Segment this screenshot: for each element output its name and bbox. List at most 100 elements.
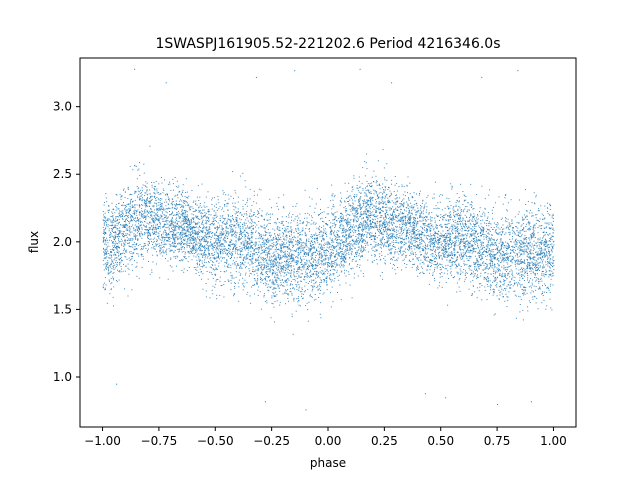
data-point bbox=[289, 272, 291, 274]
data-point bbox=[390, 208, 392, 210]
data-point bbox=[434, 246, 436, 247]
data-point bbox=[178, 251, 180, 253]
data-point bbox=[380, 217, 382, 218]
data-point bbox=[406, 201, 408, 203]
data-point bbox=[368, 232, 370, 234]
data-point bbox=[266, 280, 268, 282]
data-point bbox=[448, 208, 449, 210]
data-point bbox=[521, 284, 523, 286]
data-point bbox=[254, 270, 256, 272]
data-point bbox=[268, 290, 270, 292]
data-point bbox=[417, 223, 419, 225]
data-point bbox=[444, 241, 446, 243]
data-point bbox=[334, 217, 336, 219]
data-point bbox=[353, 219, 355, 221]
data-point bbox=[458, 263, 460, 265]
data-point bbox=[502, 243, 504, 245]
data-point bbox=[227, 218, 229, 220]
data-point bbox=[338, 279, 340, 281]
data-point bbox=[366, 223, 368, 225]
data-point bbox=[464, 246, 465, 248]
data-point bbox=[533, 258, 535, 260]
data-point bbox=[366, 228, 368, 230]
data-point bbox=[524, 245, 526, 247]
data-point bbox=[238, 239, 240, 241]
data-point bbox=[249, 259, 251, 261]
data-point bbox=[545, 252, 547, 254]
data-point bbox=[404, 263, 406, 264]
data-point bbox=[125, 265, 127, 267]
data-point bbox=[540, 252, 542, 254]
data-point bbox=[129, 208, 131, 210]
data-point bbox=[133, 230, 135, 232]
data-point bbox=[505, 246, 507, 248]
data-point bbox=[269, 287, 271, 289]
data-point bbox=[270, 255, 272, 257]
data-point bbox=[374, 218, 376, 220]
data-point bbox=[462, 245, 464, 247]
data-point bbox=[518, 222, 520, 224]
data-point bbox=[489, 259, 491, 261]
data-point bbox=[464, 220, 466, 222]
data-point bbox=[325, 254, 327, 256]
data-point bbox=[163, 209, 165, 211]
data-point bbox=[137, 217, 138, 219]
data-point bbox=[450, 243, 452, 245]
data-point bbox=[159, 245, 161, 247]
data-point bbox=[469, 269, 471, 271]
data-point bbox=[485, 236, 487, 238]
data-point bbox=[248, 238, 250, 240]
data-point bbox=[351, 235, 352, 237]
data-point bbox=[155, 231, 157, 233]
data-point bbox=[501, 248, 502, 250]
data-point bbox=[413, 231, 415, 233]
data-point bbox=[115, 257, 117, 259]
data-point bbox=[524, 237, 526, 239]
data-point bbox=[357, 238, 359, 239]
data-point bbox=[282, 250, 284, 252]
data-point bbox=[489, 280, 491, 282]
data-point bbox=[358, 233, 359, 235]
data-point bbox=[360, 209, 362, 210]
data-point bbox=[543, 245, 545, 247]
data-point bbox=[192, 211, 194, 213]
data-point bbox=[400, 228, 402, 230]
data-point bbox=[107, 262, 109, 264]
data-point bbox=[477, 261, 479, 263]
data-point bbox=[224, 245, 226, 247]
data-point bbox=[389, 190, 391, 192]
data-point bbox=[277, 276, 279, 278]
data-point bbox=[443, 254, 445, 256]
data-point bbox=[143, 163, 145, 165]
data-point bbox=[104, 220, 106, 222]
data-point bbox=[456, 282, 458, 284]
data-point bbox=[319, 282, 321, 283]
data-point bbox=[168, 228, 170, 230]
data-point bbox=[545, 271, 547, 273]
data-point bbox=[154, 237, 156, 239]
data-point bbox=[323, 272, 325, 274]
data-point bbox=[436, 233, 438, 235]
data-point bbox=[231, 254, 232, 256]
data-point bbox=[139, 162, 140, 164]
data-point bbox=[320, 272, 322, 274]
data-point bbox=[165, 215, 167, 217]
data-point bbox=[177, 194, 179, 196]
data-point bbox=[539, 266, 541, 268]
data-point bbox=[137, 190, 139, 192]
data-point bbox=[435, 253, 437, 255]
data-point bbox=[395, 273, 397, 275]
data-point bbox=[306, 253, 308, 255]
data-point bbox=[467, 248, 469, 250]
data-point bbox=[508, 272, 510, 274]
data-point bbox=[301, 247, 303, 249]
data-point bbox=[341, 261, 343, 263]
data-point bbox=[432, 274, 434, 276]
data-point bbox=[347, 217, 349, 219]
data-point bbox=[550, 265, 552, 266]
data-point bbox=[373, 239, 375, 241]
data-point bbox=[353, 232, 355, 234]
data-point bbox=[333, 269, 335, 271]
data-point bbox=[133, 233, 135, 235]
data-point bbox=[410, 253, 412, 255]
